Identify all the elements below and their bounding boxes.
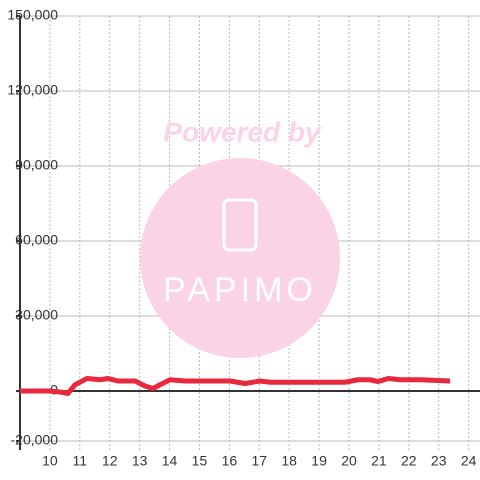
y-tick-label: 150,000: [7, 7, 58, 23]
x-tick-label: 15: [192, 453, 208, 469]
watermark-text: Powered by: [163, 116, 322, 147]
x-tick-label: 11: [73, 453, 88, 469]
x-tick-label: 13: [132, 453, 148, 469]
x-tick-label: 10: [42, 453, 58, 469]
x-tick-label: 23: [431, 453, 447, 469]
line: [20, 376, 451, 396]
x-tick-label: 14: [162, 453, 178, 469]
watermark-phone: [222, 198, 258, 252]
watermark-logo: [140, 158, 340, 358]
y-tick-label: 90,000: [15, 157, 58, 173]
y-tick-label: 60,000: [15, 232, 58, 248]
x-tick-label: 16: [222, 453, 238, 469]
y-tick-label: 120,000: [7, 82, 58, 98]
watermark-text: PAPIMO: [163, 271, 317, 309]
x-tick-label: 18: [281, 453, 297, 469]
x-tick-label: 24: [461, 453, 477, 469]
y-tick-label: 30,000: [15, 307, 58, 323]
x-tick-label: 21: [371, 453, 387, 469]
x-tick-label: 17: [251, 453, 267, 469]
x-tick-label: 22: [401, 453, 417, 469]
x-tick-label: 20: [341, 453, 357, 469]
y-tick-label: -20,000: [11, 432, 59, 448]
x-tick-label: 12: [102, 453, 118, 469]
x-tick-label: 19: [311, 453, 327, 469]
